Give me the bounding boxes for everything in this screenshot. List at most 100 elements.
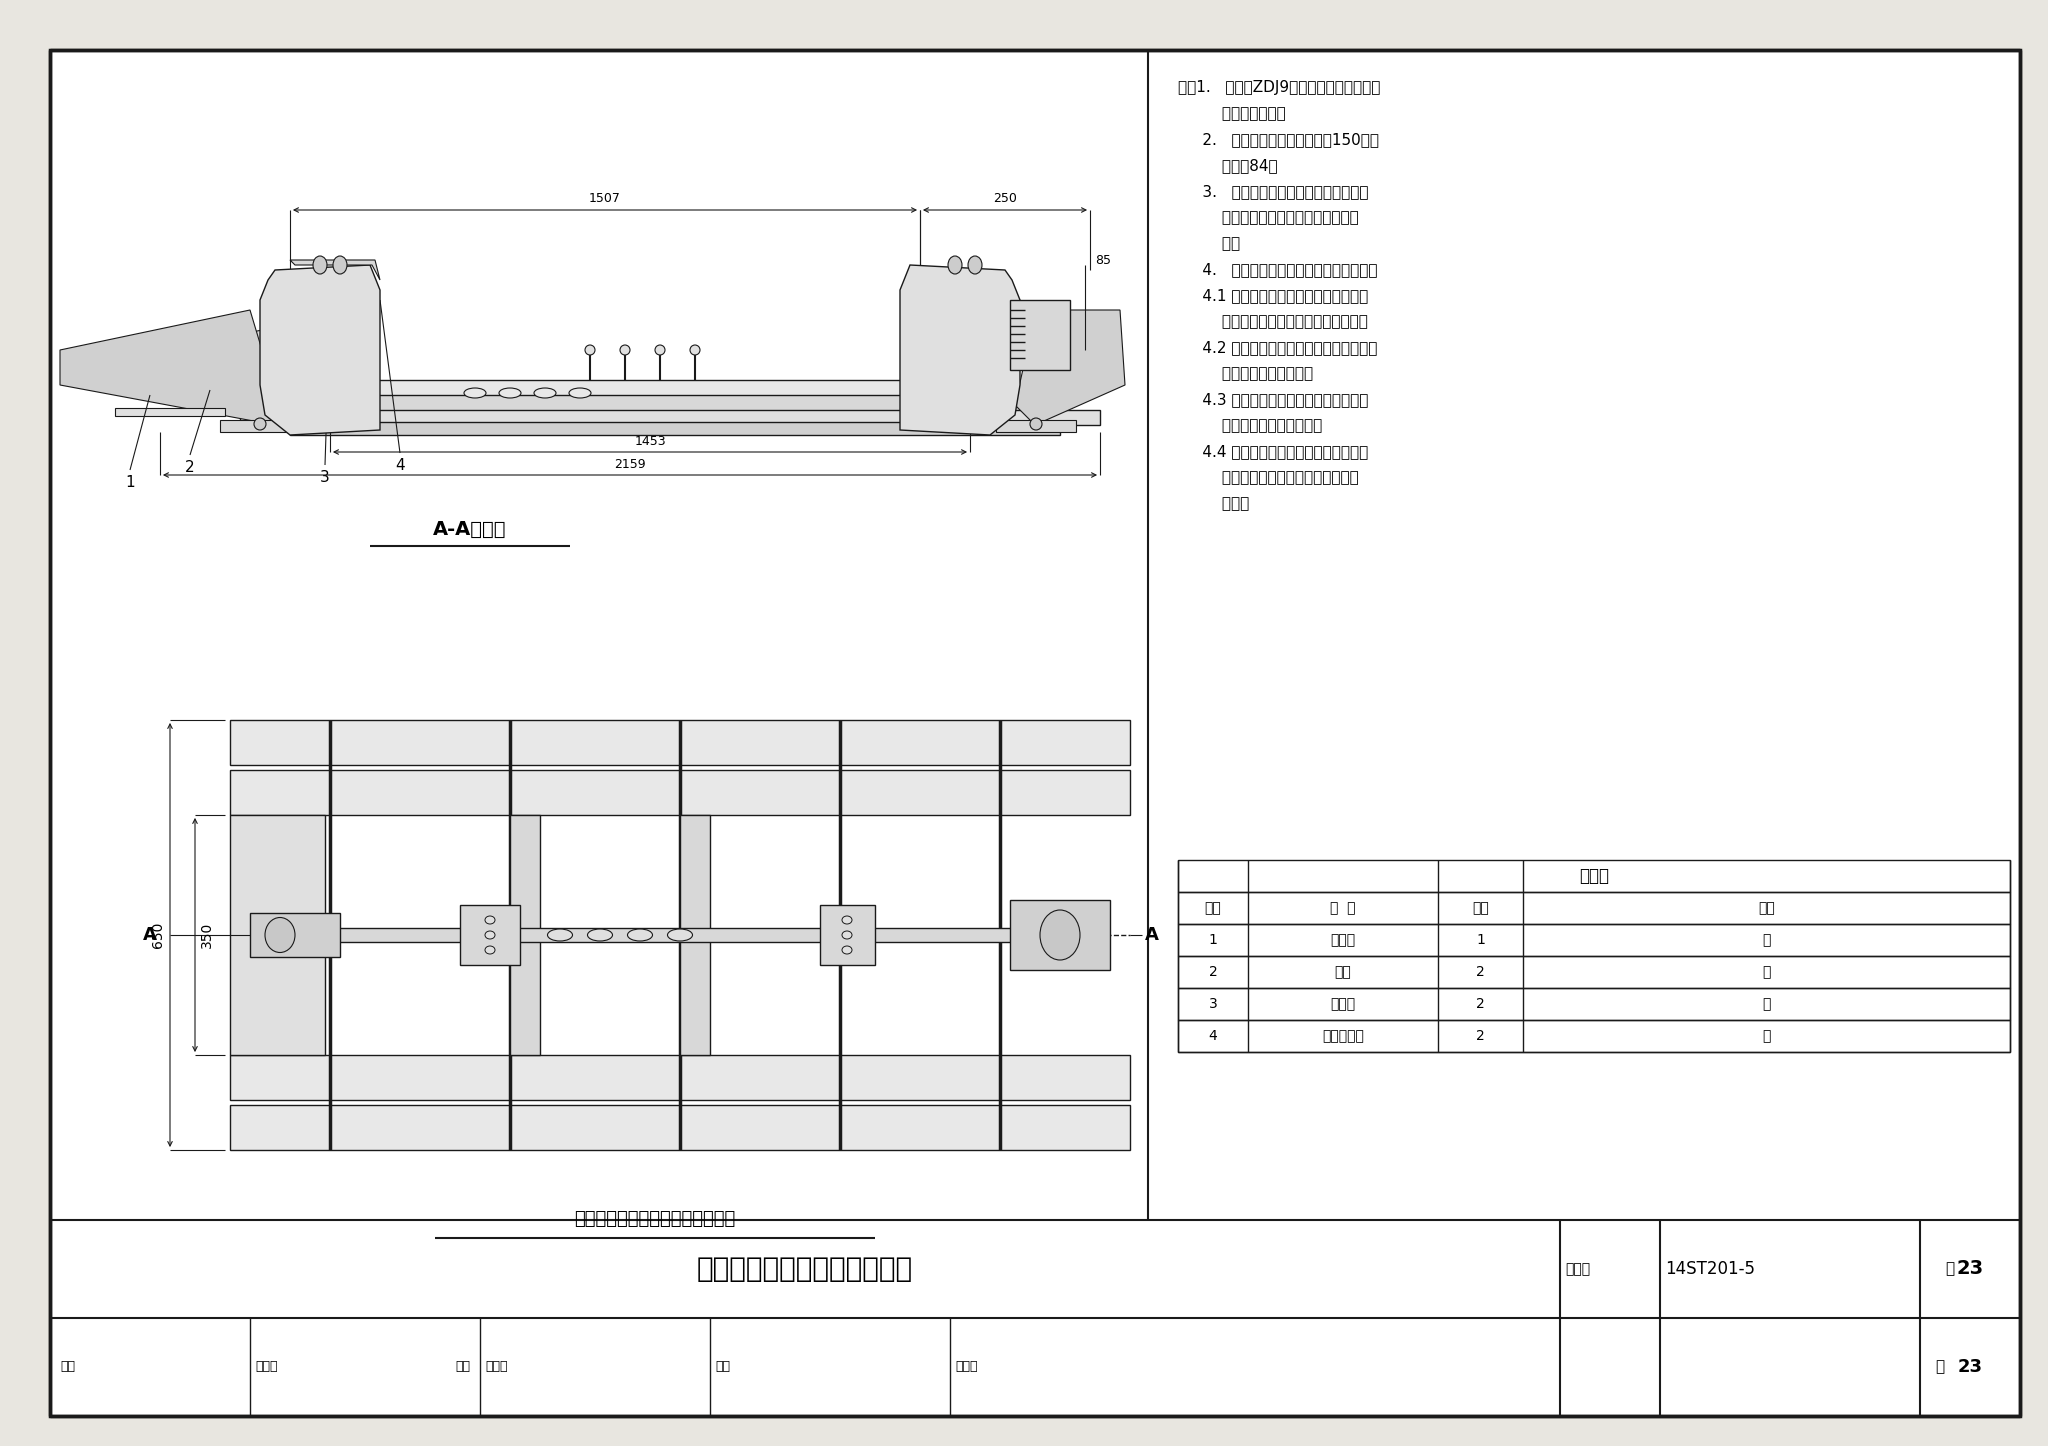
Bar — [229, 1105, 1130, 1150]
Bar — [240, 411, 1100, 425]
Ellipse shape — [465, 388, 485, 398]
Ellipse shape — [313, 256, 328, 273]
Ellipse shape — [948, 256, 963, 273]
Bar — [1178, 860, 2009, 892]
Text: 4.2 可动部分在转换过程中应动作平稳、: 4.2 可动部分在转换过程中应动作平稳、 — [1178, 340, 1378, 356]
Text: 松脱。: 松脱。 — [1178, 496, 1249, 510]
Ellipse shape — [690, 346, 700, 356]
Ellipse shape — [485, 946, 496, 954]
Ellipse shape — [254, 418, 266, 429]
Bar — [229, 720, 1130, 765]
Ellipse shape — [500, 388, 520, 398]
Text: 单位: 单位 — [1757, 901, 1776, 915]
Text: 1507: 1507 — [590, 192, 621, 205]
Polygon shape — [260, 265, 381, 435]
Text: 锁钩: 锁钩 — [1335, 964, 1352, 979]
Text: 注：1.   本图为ZDJ9转辙器第二牵引点外锁: 注：1. 本图为ZDJ9转辙器第二牵引点外锁 — [1178, 80, 1380, 95]
Text: 4.1 锁闭框、尖轨连接铁、锁钩和锁闭: 4.1 锁闭框、尖轨连接铁、锁钩和锁闭 — [1178, 288, 1368, 304]
Bar — [461, 905, 520, 964]
Text: 校对: 校对 — [455, 1361, 469, 1374]
Bar — [229, 771, 1130, 816]
Text: 页: 页 — [1946, 1261, 1954, 1277]
Text: 2: 2 — [184, 460, 195, 474]
Text: 1: 1 — [1477, 933, 1485, 947]
Ellipse shape — [842, 915, 852, 924]
Polygon shape — [291, 260, 381, 281]
Text: 地插入锁闭杆两侧导向槽内，不得: 地插入锁闭杆两侧导向槽内，不得 — [1178, 470, 1358, 484]
Bar — [115, 408, 225, 416]
Bar — [995, 419, 1075, 432]
Text: 2.   外锁闭装置的锁闭杆动程150，尖: 2. 外锁闭装置的锁闭杆动程150，尖 — [1178, 132, 1378, 147]
Text: 1453: 1453 — [635, 435, 666, 448]
Text: 2: 2 — [1477, 964, 1485, 979]
Text: 设计: 设计 — [715, 1361, 729, 1374]
Bar — [291, 422, 1061, 435]
Text: 个: 个 — [1763, 996, 1772, 1011]
Text: 序号: 序号 — [1204, 901, 1221, 915]
Text: A: A — [143, 925, 158, 944]
Bar — [229, 816, 326, 1056]
Text: 4.3 外锁闭两侧（定位、反位）的锁闭: 4.3 外锁闭两侧（定位、反位）的锁闭 — [1178, 392, 1368, 406]
Ellipse shape — [842, 946, 852, 954]
Ellipse shape — [655, 346, 666, 356]
Text: 张晓燕: 张晓燕 — [485, 1361, 508, 1374]
Bar — [1178, 988, 2009, 1019]
Ellipse shape — [668, 928, 692, 941]
Bar — [250, 912, 340, 957]
Bar — [1178, 892, 2009, 924]
Polygon shape — [899, 265, 1020, 435]
Ellipse shape — [1040, 910, 1079, 960]
Text: A: A — [1145, 925, 1159, 944]
Text: 审核: 审核 — [59, 1361, 76, 1374]
Text: 量应符合相关技术要求；: 量应符合相关技术要求； — [1178, 418, 1323, 432]
Polygon shape — [70, 320, 309, 425]
Ellipse shape — [969, 256, 981, 273]
Text: 冯永阳: 冯永阳 — [954, 1361, 977, 1374]
Text: 块: 块 — [1763, 1030, 1772, 1043]
Text: 数量: 数量 — [1473, 901, 1489, 915]
Ellipse shape — [485, 931, 496, 938]
Text: 灵活，并无磨卡现象；: 灵活，并无磨卡现象； — [1178, 366, 1313, 380]
Text: 图集号: 图集号 — [1565, 1262, 1589, 1275]
Ellipse shape — [842, 931, 852, 938]
Ellipse shape — [627, 928, 653, 941]
Text: 根: 根 — [1763, 933, 1772, 947]
Bar — [285, 395, 1061, 419]
Text: 85: 85 — [1096, 253, 1110, 266]
Text: 尖轨连接铁: 尖轨连接铁 — [1323, 1030, 1364, 1043]
Bar — [510, 816, 541, 1056]
Text: 2159: 2159 — [614, 458, 645, 471]
Ellipse shape — [569, 388, 592, 398]
Text: 锁闭框: 锁闭框 — [1331, 996, 1356, 1011]
Bar — [819, 905, 874, 964]
Text: 3: 3 — [1208, 996, 1217, 1011]
Text: 14ST201-5: 14ST201-5 — [1665, 1259, 1755, 1278]
Text: 锁闭杆: 锁闭杆 — [1331, 933, 1356, 947]
Ellipse shape — [485, 915, 496, 924]
Text: 2: 2 — [1477, 996, 1485, 1011]
Text: 4: 4 — [1208, 1030, 1217, 1043]
Text: 23: 23 — [1956, 1259, 1985, 1278]
Ellipse shape — [547, 928, 573, 941]
Text: 高玉起: 高玉起 — [256, 1361, 276, 1374]
Text: 应符合设计要求和相关产品技术规: 应符合设计要求和相关产品技术规 — [1178, 210, 1358, 226]
Bar — [680, 816, 711, 1056]
Ellipse shape — [586, 346, 596, 356]
Bar — [229, 1056, 1130, 1100]
Bar — [1178, 1019, 2009, 1053]
Text: 350: 350 — [201, 923, 213, 949]
Bar — [219, 419, 299, 432]
Text: 2: 2 — [1477, 1030, 1485, 1043]
Ellipse shape — [588, 928, 612, 941]
Bar — [1178, 924, 2009, 956]
Text: 1: 1 — [1208, 933, 1217, 947]
Text: 闭装置的安装。: 闭装置的安装。 — [1178, 106, 1286, 121]
Text: 第二牵引点外锁闭装置安装图: 第二牵引点外锁闭装置安装图 — [696, 1255, 913, 1283]
Text: 4.4 锁闭框下部两侧的限位螺钉应有效: 4.4 锁闭框下部两侧的限位螺钉应有效 — [1178, 444, 1368, 458]
Polygon shape — [59, 309, 291, 425]
Text: 页: 页 — [1935, 1359, 1944, 1375]
Text: A-A剖面图: A-A剖面图 — [434, 521, 506, 539]
Ellipse shape — [264, 918, 295, 953]
Text: 定。: 定。 — [1178, 236, 1241, 252]
Text: 4: 4 — [395, 458, 406, 473]
